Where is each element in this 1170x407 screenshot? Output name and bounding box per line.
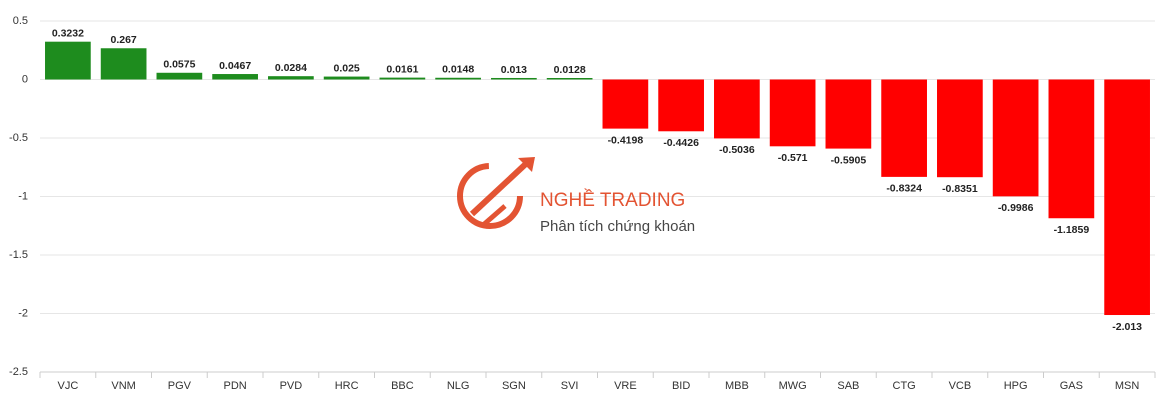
x-tick-label: VRE [614, 380, 637, 392]
x-tick-label: SVI [561, 380, 579, 392]
x-tick-label: VCB [949, 380, 972, 392]
bar [992, 79, 1039, 197]
bar [825, 79, 872, 149]
value-label: -0.5905 [831, 154, 867, 166]
value-label: -0.8351 [942, 183, 978, 195]
value-label: 0.025 [333, 62, 359, 74]
value-label: 0.0467 [219, 60, 251, 72]
bar [100, 48, 147, 80]
bar [379, 77, 426, 80]
bar [435, 77, 481, 80]
x-tick-label: NLG [447, 380, 470, 392]
y-tick-label: -1 [18, 190, 28, 202]
y-tick-label: -2.5 [9, 366, 28, 378]
bar [323, 76, 370, 80]
y-tick-label: 0 [22, 73, 28, 85]
y-tick-label: -1.5 [9, 249, 28, 261]
y-tick-label: -0.5 [9, 132, 28, 144]
bar [156, 72, 203, 80]
logo-arrow [480, 204, 507, 228]
value-label: 0.0161 [386, 63, 418, 75]
bar [268, 76, 314, 80]
value-label: -0.4426 [663, 137, 699, 149]
bar [491, 77, 537, 80]
x-tick-label: SGN [502, 380, 526, 392]
x-tick-label: BID [672, 380, 690, 392]
value-label: 0.267 [110, 34, 136, 46]
bar [937, 79, 983, 178]
x-tick-label: MWG [779, 380, 807, 392]
value-label: -0.571 [778, 152, 808, 164]
logo-ring [457, 163, 523, 229]
x-tick-label: HPG [1004, 380, 1028, 392]
bar [212, 74, 258, 80]
value-label: 0.013 [501, 64, 527, 76]
value-label: -0.4198 [608, 134, 644, 146]
x-tick-label: VNM [111, 380, 135, 392]
x-tick-label: MBB [725, 380, 749, 392]
x-tick-label: BBC [391, 380, 414, 392]
bar [881, 79, 927, 177]
y-tick-label: 0.5 [13, 15, 28, 27]
x-tick-label: SAB [837, 380, 859, 392]
bar [769, 79, 816, 147]
watermark: NGHỀ TRADING Phân tích chứng khoán [457, 157, 695, 235]
bar [602, 79, 649, 129]
value-label: -0.9986 [998, 202, 1034, 214]
value-label: -0.5036 [719, 144, 755, 156]
value-label: -2.013 [1112, 321, 1142, 333]
value-label: 0.0128 [554, 64, 586, 76]
logo-arrow-head [518, 157, 535, 172]
x-tick-label: VJC [57, 380, 78, 392]
bar [1048, 79, 1095, 219]
value-label: 0.0284 [275, 62, 307, 74]
value-label: -1.1859 [1054, 224, 1090, 236]
bar [45, 41, 91, 80]
value-label: 0.0575 [163, 59, 195, 71]
x-tick-label: PGV [168, 380, 192, 392]
x-tick-label: HRC [335, 380, 359, 392]
x-tick-label: MSN [1115, 380, 1140, 392]
x-tick-label: PDN [224, 380, 247, 392]
x-tick-label: CTG [893, 380, 916, 392]
bar [658, 79, 704, 132]
bar [546, 78, 593, 80]
value-label: -0.8324 [886, 183, 922, 195]
value-label: 0.0148 [442, 64, 474, 76]
watermark-title: NGHỀ TRADING [540, 189, 685, 211]
logo-arrow [469, 157, 533, 217]
bar [1104, 79, 1150, 316]
watermark-subtitle: Phân tích chứng khoán [540, 218, 695, 235]
x-tick-label: PVD [280, 380, 303, 392]
bar [714, 79, 760, 139]
y-tick-label: -2 [18, 307, 28, 319]
x-tick-label: GAS [1060, 380, 1083, 392]
value-label: 0.3232 [52, 27, 84, 39]
